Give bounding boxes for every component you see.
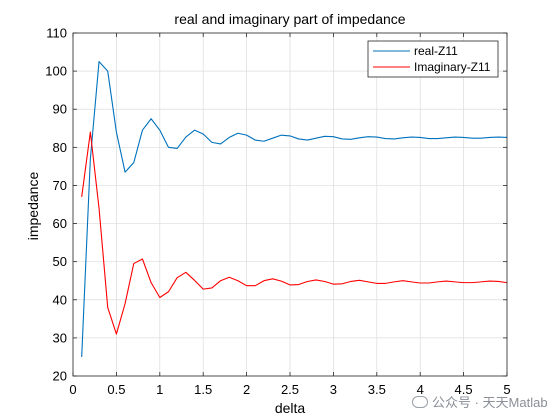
watermark-text: 公众号 · 天天Matlab [432,395,548,410]
y-tick-label: 20 [53,369,67,384]
x-tick-label: 1.5 [194,382,212,397]
chart-title: real and imaginary part of impedance [174,11,405,27]
y-tick-label: 100 [45,64,67,79]
x-tick-label: 3.5 [368,382,386,397]
legend-label-real-z11: real-Z11 [414,44,458,58]
x-tick-labels: 0 0.5 1 1.5 2 2.5 3 3.5 4 4.5 5 [69,382,510,397]
x-axis-label: delta [275,400,306,416]
x-tick-label: 3 [330,382,337,397]
y-tick-label: 110 [46,26,67,41]
x-tick-label: 4.5 [455,382,473,397]
series-lines [81,61,508,357]
legend-label-imaginary-z11: Imaginary-Z11 [414,60,491,74]
y-axis-label: impedance [25,172,41,241]
y-tick-label: 30 [53,330,67,345]
series-line-real-z11 [81,61,508,357]
x-tick-label: 2.5 [281,382,299,397]
x-tick-label: 4 [417,382,424,397]
ticks [72,32,508,377]
y-tick-label: 90 [53,102,67,117]
x-tick-label: 0 [69,382,76,397]
watermark: 公众号 · 天天Matlab [412,392,548,411]
x-tick-label: 1 [156,382,163,397]
wechat-icon [412,396,428,408]
y-tick-label: 70 [53,178,67,193]
x-tick-label: 0.5 [107,382,125,397]
y-tick-label: 60 [53,216,67,231]
x-tick-label: 5 [503,382,510,397]
legend-box [367,40,499,78]
y-tick-label: 40 [53,292,67,307]
series-line-imaginary-z11 [81,131,508,335]
legend: real-Z11 Imaginary-Z11 [367,40,499,78]
y-tick-labels: 20 30 40 50 60 70 80 90 100 110 [45,26,67,384]
y-tick-label: 50 [53,254,67,269]
x-tick-label: 2 [243,382,250,397]
y-tick-label: 80 [53,140,67,155]
